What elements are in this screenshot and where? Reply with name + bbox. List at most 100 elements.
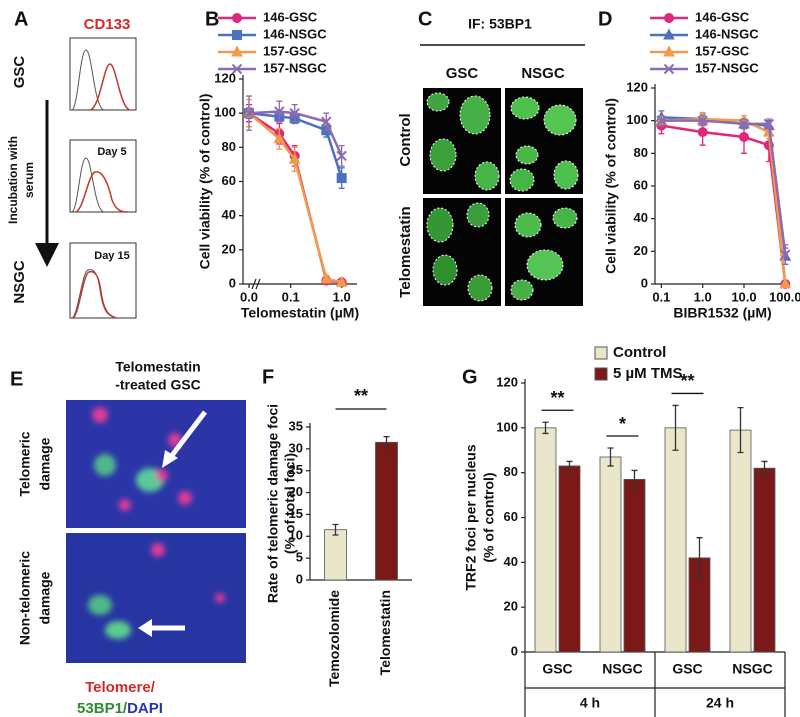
legend-label: 146-GSC	[263, 9, 318, 24]
y-tick-label: 20	[504, 599, 518, 614]
row-label: GSC	[11, 56, 28, 89]
marker	[336, 150, 347, 162]
y-tick-label: 0	[511, 643, 518, 658]
panel-title: -treated GSC	[115, 377, 201, 393]
group-label: 4 h	[580, 695, 600, 711]
significance: **	[354, 386, 368, 406]
stain-legend: 53BP1/DAPI	[77, 700, 163, 717]
panel-label: B	[205, 8, 219, 30]
legend-marker	[663, 63, 675, 75]
y-tick-label: 80	[222, 139, 236, 154]
y-tick-label: 0	[641, 275, 648, 290]
y-axis-label: Cell viability (% of control)	[197, 94, 213, 270]
marker	[273, 132, 286, 144]
x-tick-label: 0.0	[240, 289, 258, 304]
panel-label: F	[262, 366, 274, 388]
legend-marker	[232, 13, 242, 23]
marker	[738, 118, 750, 130]
marker	[780, 249, 791, 260]
x-tick-label: 0.1	[282, 289, 300, 304]
marker	[289, 107, 300, 119]
y-axis-label: Cell viability (% of control)	[603, 98, 619, 274]
marker	[738, 132, 749, 142]
legend-marker	[231, 45, 243, 57]
y-tick-label: 20	[222, 241, 236, 256]
x-tick-label: NSGC	[732, 661, 772, 677]
marker	[697, 115, 708, 126]
axis-break	[251, 278, 261, 290]
x-tick-label: GSC	[672, 661, 702, 677]
y-axis-label: Rate of telomeric damage foci	[265, 404, 281, 603]
panel-label: C	[418, 8, 432, 30]
x-tick-label: 10.0	[731, 289, 756, 304]
group-label: 24 h	[706, 695, 734, 711]
y-tick-label: 10	[289, 528, 303, 543]
legend-label: 157-NSGC	[263, 60, 327, 75]
micrograph	[423, 88, 583, 306]
legend-label: 5 µM TMS	[613, 365, 682, 382]
y-tick-label: 15	[289, 506, 303, 521]
bar	[753, 467, 776, 653]
panel-label: E	[10, 368, 23, 390]
arrow-label: serum	[22, 162, 36, 198]
marker-title: CD133	[84, 16, 131, 33]
marker	[288, 152, 301, 164]
y-tick-label: 100	[496, 419, 518, 434]
y-axis-label: (% of total foci)	[282, 453, 298, 554]
significance: *	[619, 414, 626, 434]
bar	[729, 429, 752, 653]
legend-label: 146-GSC	[695, 9, 750, 24]
legend-label: 146-NSGC	[263, 26, 327, 41]
stain-label: 53BP1/	[77, 700, 128, 717]
micrograph	[66, 400, 246, 663]
row-label: Telomestatin	[397, 206, 414, 297]
y-tick-label: 120	[214, 70, 236, 85]
error-bar	[542, 421, 549, 435]
legend-label: 157-GSC	[263, 43, 318, 58]
column-label: NSGC	[521, 65, 565, 82]
row-label: Control	[397, 113, 414, 166]
marker	[274, 106, 285, 117]
y-tick-label: 40	[222, 207, 236, 222]
legend-marker	[663, 28, 675, 40]
y-tick-label: 40	[504, 554, 518, 569]
error-bar	[332, 523, 339, 536]
y-tick-label: 120	[496, 374, 518, 389]
panel-label: A	[14, 8, 28, 30]
x-tick-label: Temozolomide	[326, 590, 342, 687]
y-tick-label: 0	[229, 275, 236, 290]
error-bar	[696, 537, 703, 579]
y-tick-label: 20	[634, 243, 648, 258]
bar	[599, 456, 622, 653]
bar	[534, 427, 557, 653]
marker	[779, 277, 792, 289]
marker	[321, 116, 332, 127]
y-tick-label: 100	[214, 105, 236, 120]
y-tick-label: 80	[634, 145, 648, 160]
day-label: Day 5	[97, 146, 126, 158]
bar	[623, 478, 646, 653]
y-tick-label: 20	[289, 484, 303, 499]
row-label: damage	[37, 571, 53, 624]
y-tick-label: 100	[626, 112, 648, 127]
histogram	[69, 37, 137, 319]
row-label: damage	[37, 437, 53, 490]
error-bar	[383, 435, 390, 449]
bar	[375, 441, 398, 581]
marker	[320, 272, 333, 284]
stain-label: DAPI	[127, 700, 163, 717]
significance: **	[680, 371, 694, 391]
legend-label: Control	[613, 344, 666, 361]
x-axis-label: Telomestatin (µM)	[241, 305, 359, 321]
y-tick-label: 120	[626, 79, 648, 94]
error-bar	[566, 460, 573, 472]
significance: **	[550, 388, 564, 408]
legend-swatch	[594, 346, 608, 360]
arrow	[168, 410, 207, 460]
y-tick-label: 30	[289, 440, 303, 455]
marker	[656, 115, 667, 126]
column-label: GSC	[446, 65, 479, 82]
panel-title: IF: 53BP1	[468, 16, 532, 32]
legend-marker	[232, 30, 242, 40]
